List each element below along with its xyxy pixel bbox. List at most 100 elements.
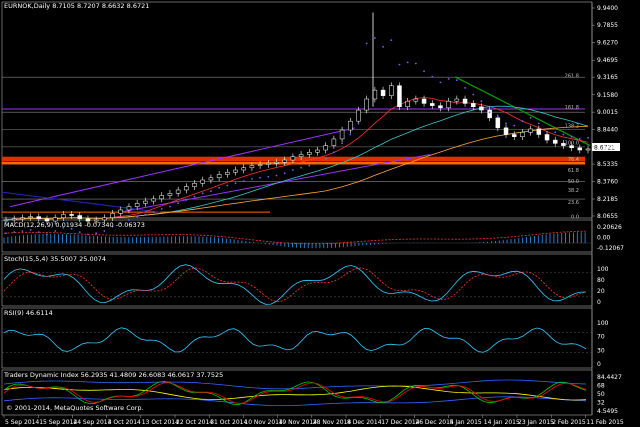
sar-dot <box>414 62 417 65</box>
fib-level-label: 50.0 <box>568 179 579 185</box>
price-tick-label: 8.8440 <box>597 127 618 134</box>
sar-dot <box>152 211 155 214</box>
sar-dot <box>128 219 130 221</box>
sar-dot <box>218 186 221 189</box>
candle-body <box>200 179 205 184</box>
macd-tick-label: 0.00 <box>597 235 611 242</box>
fib-level-label: 100.0 <box>565 140 579 146</box>
candle-body <box>257 164 263 166</box>
candle-body <box>577 147 583 151</box>
candle-body <box>389 85 394 96</box>
candle-body <box>159 195 164 200</box>
sar-dot <box>570 135 573 138</box>
sar-dot <box>144 213 147 216</box>
date-tick-label: 22 Oct 2014 <box>176 419 213 426</box>
tdi-market-base-line <box>3 385 587 401</box>
candle-body <box>462 98 468 104</box>
fib-level-label: 261.8 <box>565 74 579 80</box>
rsi-tick-label: 0 <box>597 361 601 368</box>
sar-dot <box>292 169 294 171</box>
sar-dot <box>324 158 327 160</box>
price-tick-label: 9.7855 <box>597 22 618 29</box>
sar-dot <box>439 81 442 84</box>
price-tick-label: 9.6270 <box>597 40 618 47</box>
green-downtrend-line <box>454 76 591 147</box>
stoch-tick-label: 0 <box>597 299 601 306</box>
candle-body <box>93 219 99 222</box>
stochastic-panel[interactable] <box>2 264 592 305</box>
stoch-signal-line <box>3 267 587 303</box>
sar-dot <box>382 45 384 48</box>
price-tick-label: 8.6885 <box>597 144 618 151</box>
candle-body <box>552 139 558 144</box>
candle-body <box>85 218 91 222</box>
sar-dot <box>70 227 73 230</box>
sar-dot <box>332 151 335 154</box>
tdi-tick-label: 50 <box>597 391 605 398</box>
candle-body <box>487 109 492 119</box>
sar-dot <box>316 162 319 165</box>
candle-body <box>192 183 197 187</box>
candle-body <box>266 163 271 165</box>
candle-body <box>561 143 566 146</box>
sar-dot <box>201 192 204 195</box>
tdi-panel[interactable] <box>3 379 587 407</box>
price-tick-label: 9.9400 <box>597 5 618 12</box>
candle-body <box>339 129 345 140</box>
sar-dot <box>242 180 245 183</box>
price-tick-label: 9.3165 <box>597 74 618 81</box>
candle-body <box>372 89 378 100</box>
main-price-panel[interactable] <box>1 12 591 236</box>
sar-dot <box>472 93 475 96</box>
date-tick-label: 26 Dec 2014 <box>415 419 454 426</box>
fib-level-label: 0.0 <box>571 215 579 221</box>
sar-dot <box>529 116 532 119</box>
fib-level-label: 161.8 <box>565 105 579 111</box>
macd-tick-label: 0.20626 <box>597 224 622 231</box>
candle-body <box>380 89 386 96</box>
macd-panel[interactable] <box>2 230 592 249</box>
candle-body <box>143 200 148 204</box>
price-tick-label: 8.2185 <box>597 196 618 203</box>
candle-body <box>569 145 574 149</box>
date-tick-label: 31 Oct 2014 <box>210 419 247 426</box>
tdi-tick-label: 84.4427 <box>597 374 622 381</box>
copyright-text: © 2001-2014, MetaQuotes Software Corp. <box>6 404 144 412</box>
date-tick-label: 19 Nov 2014 <box>279 419 318 426</box>
date-tick-label: 15 Sep 2014 <box>39 419 77 426</box>
stoch-tick-label: 100 <box>597 266 609 273</box>
ma-slow-line <box>5 125 589 221</box>
rsi-panel[interactable] <box>2 327 592 353</box>
candle-body <box>282 159 287 163</box>
candle-body <box>241 167 246 171</box>
sar-dot <box>480 100 483 103</box>
candle-body <box>307 152 312 155</box>
candle-body <box>77 215 83 220</box>
sar-dot <box>226 184 229 187</box>
fib-level-label: 38.2 <box>568 188 579 194</box>
sar-dot <box>373 37 376 39</box>
sar-dot <box>431 75 434 78</box>
date-tick-label: 8 Dec 2014 <box>347 419 382 426</box>
sar-dot <box>300 166 302 169</box>
candle-body <box>397 85 402 108</box>
rsi-tick-label: 30 <box>597 347 605 354</box>
price-tick-label: 8.0655 <box>597 213 618 220</box>
panel-frames <box>1 1 593 416</box>
candle-body <box>118 209 124 214</box>
candle-body <box>184 186 189 191</box>
candle-body <box>216 174 222 179</box>
sar-dot <box>390 39 393 42</box>
early-downtrend-line <box>1 191 161 213</box>
sar-dot <box>455 79 458 82</box>
sar-dot <box>308 164 311 167</box>
rsi-title: RSI(9) 46.6114 <box>4 309 53 317</box>
sar-dot <box>554 131 557 134</box>
sar-dot <box>111 225 114 228</box>
date-tick-label: 5 Sep 2014 <box>5 419 39 426</box>
tdi-title: Traders Dynamic Index 56.2935 41.4809 26… <box>3 371 223 379</box>
sar-dot <box>546 128 548 130</box>
candle-body <box>315 149 320 153</box>
